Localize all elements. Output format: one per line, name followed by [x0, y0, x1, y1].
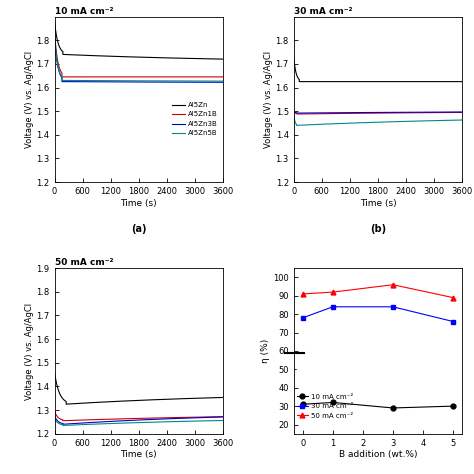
Legend: Al5Zn, Al5Zn1B, Al5Zn3B, Al5Zn5B: Al5Zn, Al5Zn1B, Al5Zn3B, Al5Zn5B	[172, 102, 218, 137]
Line: Al5Zn: Al5Zn	[55, 21, 223, 59]
Al5Zn1B	[130, 74, 136, 80]
Al5Zn	[216, 56, 221, 62]
Al5Zn	[130, 54, 136, 60]
Al5Zn1B	[59, 74, 65, 80]
Al5Zn5B	[86, 78, 91, 83]
Al5Zn	[161, 55, 166, 61]
Y-axis label: Voltage (V) vs. Ag/AgCl: Voltage (V) vs. Ag/AgCl	[25, 302, 34, 400]
10 mA cm⁻²	[450, 403, 456, 409]
30 mA cm⁻²	[330, 304, 336, 310]
Al5Zn1B	[210, 74, 216, 80]
X-axis label: Time (s): Time (s)	[120, 199, 157, 208]
Al5Zn3B	[129, 79, 135, 85]
Al5Zn1B	[216, 74, 222, 80]
Al5Zn	[220, 56, 226, 62]
30 mA cm⁻²	[390, 304, 396, 310]
50 mA cm⁻²	[390, 282, 396, 288]
Text: (a): (a)	[131, 224, 146, 234]
Line: Al5Zn1B: Al5Zn1B	[55, 31, 223, 77]
50 mA cm⁻²	[300, 291, 306, 297]
Line: 50 mA cm⁻²: 50 mA cm⁻²	[301, 283, 456, 300]
Y-axis label: Voltage (V) vs. Ag/AgCl: Voltage (V) vs. Ag/AgCl	[264, 51, 273, 148]
Y-axis label: η (%): η (%)	[261, 339, 270, 363]
X-axis label: Time (s): Time (s)	[120, 450, 157, 459]
Al5Zn5B	[130, 78, 136, 83]
Al5Zn3B	[160, 79, 166, 85]
Al5Zn	[87, 53, 92, 58]
Al5Zn	[130, 54, 136, 60]
Text: 10 mA cm⁻²: 10 mA cm⁻²	[55, 7, 113, 16]
10 mA cm⁻²	[330, 400, 336, 405]
Al5Zn5B	[210, 78, 216, 84]
Line: 30 mA cm⁻²: 30 mA cm⁻²	[301, 304, 456, 324]
Al5Zn5B	[216, 78, 221, 84]
Al5Zn3B	[86, 79, 91, 85]
Al5Zn3B	[216, 80, 221, 85]
10 mA cm⁻²	[390, 405, 396, 411]
Al5Zn5B	[220, 78, 226, 84]
Al5Zn3B	[220, 80, 226, 85]
Al5Zn1B	[129, 74, 135, 80]
Text: 30 mA cm⁻²: 30 mA cm⁻²	[294, 7, 352, 16]
Al5Zn3B	[52, 33, 57, 38]
10 mA cm⁻²	[300, 401, 306, 407]
Line: 10 mA cm⁻²: 10 mA cm⁻²	[301, 400, 456, 410]
Line: Al5Zn3B: Al5Zn3B	[55, 36, 223, 82]
Y-axis label: Voltage (V) vs. Ag/AgCl: Voltage (V) vs. Ag/AgCl	[25, 51, 34, 148]
Al5Zn1B	[52, 28, 57, 34]
Al5Zn3B	[210, 80, 216, 85]
Al5Zn	[210, 56, 216, 62]
Al5Zn1B	[161, 74, 166, 80]
Legend: 10 mA cm⁻², 30 mA cm⁻², 50 mA cm⁻²: 10 mA cm⁻², 30 mA cm⁻², 50 mA cm⁻²	[297, 394, 353, 419]
Al5Zn3B	[130, 79, 136, 85]
Text: 50 mA cm⁻²: 50 mA cm⁻²	[55, 258, 113, 267]
Al5Zn1B	[220, 74, 226, 80]
X-axis label: B addition (wt.%): B addition (wt.%)	[339, 450, 417, 459]
Al5Zn5B	[160, 78, 166, 84]
30 mA cm⁻²	[450, 319, 456, 324]
Al5Zn5B	[129, 78, 135, 83]
Line: Al5Zn5B: Al5Zn5B	[55, 36, 223, 81]
X-axis label: Time (s): Time (s)	[360, 199, 396, 208]
Al5Zn	[52, 18, 57, 24]
30 mA cm⁻²	[300, 315, 306, 321]
50 mA cm⁻²	[330, 289, 336, 295]
50 mA cm⁻²	[450, 295, 456, 301]
Al5Zn1B	[86, 74, 92, 80]
Text: (b): (b)	[370, 224, 386, 234]
Al5Zn5B	[52, 33, 57, 38]
